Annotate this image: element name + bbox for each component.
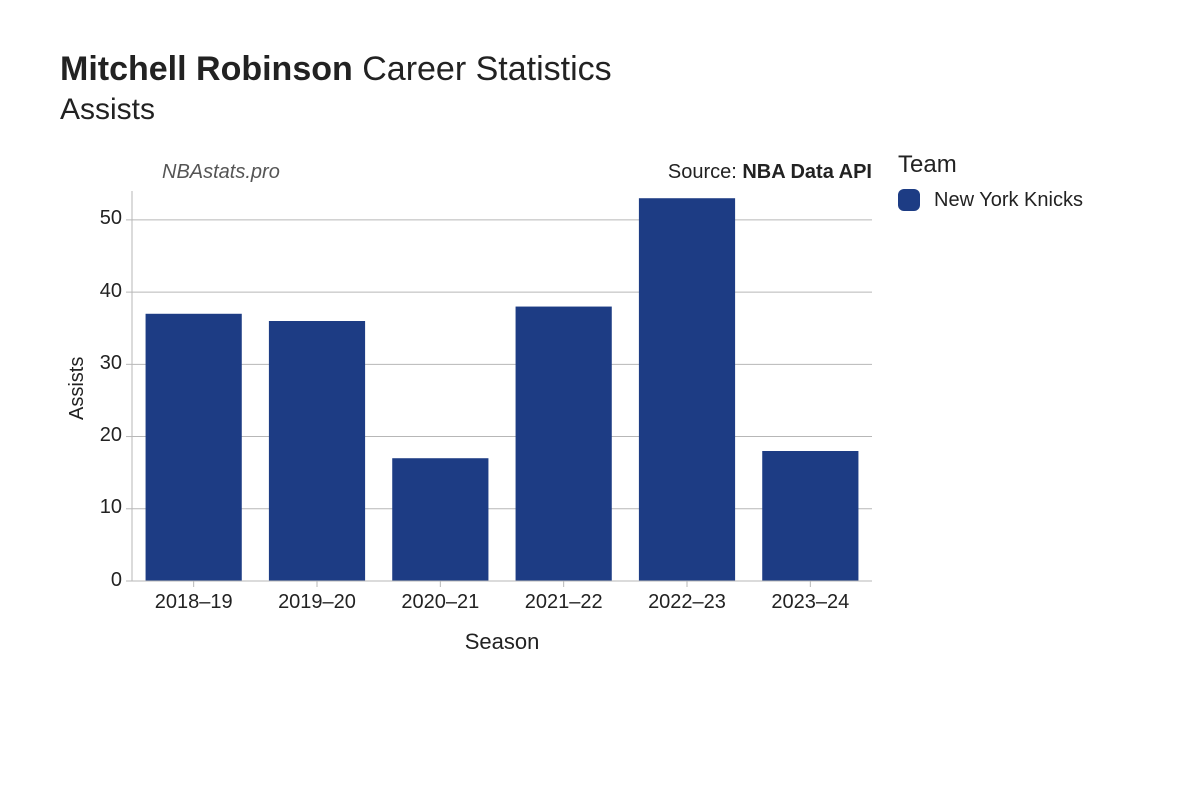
bar xyxy=(639,198,735,581)
legend-item-label: New York Knicks xyxy=(934,189,1083,212)
y-tick-label: 50 xyxy=(82,207,122,230)
x-axis-title: Season xyxy=(132,629,872,655)
x-tick-label: 2019–20 xyxy=(278,591,356,614)
bar xyxy=(762,451,858,581)
chart-title-line1: Mitchell Robinson Career Statistics xyxy=(60,48,1140,91)
y-tick-label: 10 xyxy=(82,496,122,519)
player-name: Mitchell Robinson xyxy=(60,50,353,88)
page: Mitchell Robinson Career Statistics Assi… xyxy=(0,0,1200,800)
bar xyxy=(146,313,242,580)
x-tick-label: 2021–22 xyxy=(525,591,603,614)
x-tick-label: 2018–19 xyxy=(155,591,233,614)
watermark: NBAstats.pro xyxy=(162,161,280,184)
legend-item: New York Knicks xyxy=(898,189,1083,212)
y-axis-title: Assists xyxy=(66,356,89,419)
legend-title: Team xyxy=(898,151,1083,179)
x-tick-label: 2022–23 xyxy=(648,591,726,614)
y-tick-label: 20 xyxy=(82,424,122,447)
y-tick-label: 0 xyxy=(82,569,122,592)
chart-subtitle: Assists xyxy=(60,93,1140,127)
source-label: Source: NBA Data API xyxy=(668,161,872,184)
x-tick-label: 2023–24 xyxy=(771,591,849,614)
title-suffix: Career Statistics xyxy=(362,50,611,88)
legend: Team New York Knicks xyxy=(898,149,1083,212)
bar xyxy=(516,306,612,580)
bar xyxy=(392,458,488,581)
source-name: NBA Data API xyxy=(742,161,872,183)
bar-chart xyxy=(60,149,880,629)
legend-items: New York Knicks xyxy=(898,189,1083,212)
chart-title-block: Mitchell Robinson Career Statistics Assi… xyxy=(60,48,1140,127)
x-tick-label: 2020–21 xyxy=(401,591,479,614)
legend-swatch xyxy=(898,189,920,211)
chart-row: 010203040502018–192019–202020–212021–222… xyxy=(60,149,1140,729)
source-prefix: Source: xyxy=(668,161,742,183)
bar xyxy=(269,321,365,581)
y-tick-label: 40 xyxy=(82,280,122,303)
chart-area: 010203040502018–192019–202020–212021–222… xyxy=(60,149,880,729)
